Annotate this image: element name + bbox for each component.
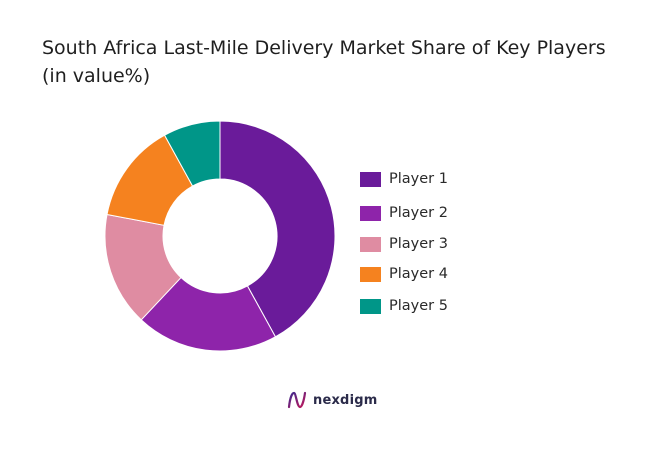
donut-slice-5	[163, 120, 221, 187]
chart-title: South Africa Last-Mile Delivery Market S…	[42, 37, 606, 87]
donut-slice-2	[140, 276, 277, 352]
legend-label: Player 5	[389, 298, 448, 314]
legend-swatch	[360, 205, 381, 221]
legend-swatch	[360, 266, 381, 282]
brand-name: nexdigm	[313, 392, 378, 408]
donut-chart	[104, 120, 336, 352]
legend-label: Player 1	[389, 171, 448, 187]
donut-slice-1	[219, 120, 336, 338]
legend-item-player-5: Player 5	[360, 295, 448, 317]
nexdigm-logo-icon	[287, 391, 307, 409]
legend-label: Player 3	[389, 236, 448, 252]
legend-label: Player 2	[389, 205, 448, 221]
legend-label: Player 4	[389, 266, 448, 282]
legend-item-player-1: Player 1	[360, 168, 448, 190]
legend-item-player-3: Player 3	[360, 233, 448, 255]
brand-logo: nexdigm	[286, 390, 377, 410]
legend-swatch	[360, 171, 381, 187]
legend-item-player-2: Player 2	[360, 202, 448, 224]
legend-item-player-4: Player 4	[360, 263, 448, 285]
legend-swatch	[360, 298, 381, 314]
legend-swatch	[360, 236, 381, 252]
